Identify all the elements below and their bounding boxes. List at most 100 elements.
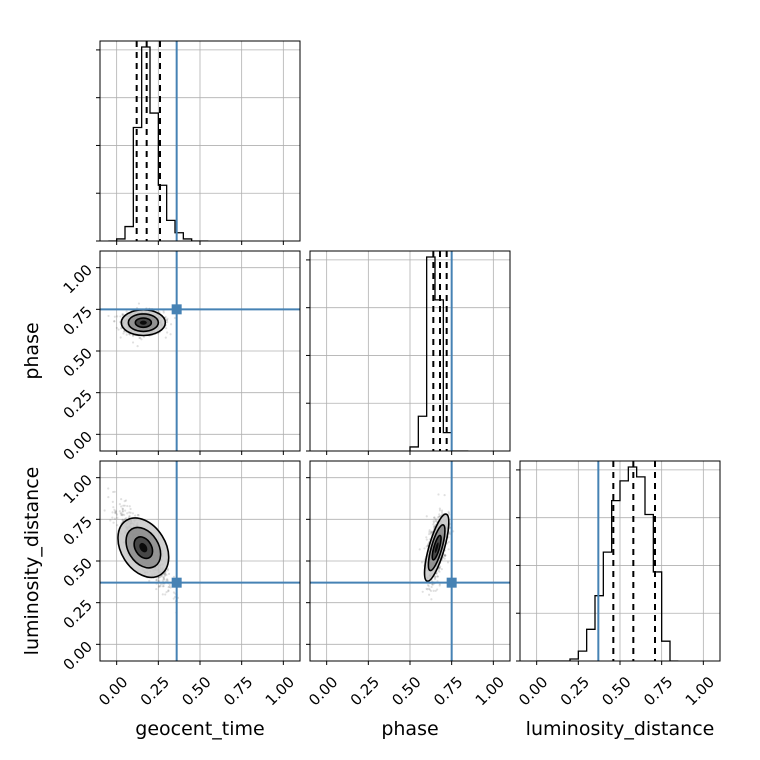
sample-point	[421, 590, 424, 593]
sample-point	[448, 513, 451, 516]
sample-point	[438, 584, 441, 587]
sample-point	[433, 525, 436, 528]
sample-point	[114, 510, 117, 513]
yaxis-label-phase: phase	[21, 322, 43, 379]
sample-point	[128, 514, 131, 517]
sample-point	[115, 326, 118, 330]
truth-marker	[171, 304, 182, 315]
xtick-label: 1.00	[472, 673, 508, 709]
sample-point	[111, 516, 114, 519]
sample-point	[111, 500, 114, 503]
sample-point	[148, 579, 151, 582]
scatter-cloud	[418, 493, 455, 601]
sample-point	[121, 314, 124, 317]
sample-point	[116, 516, 119, 519]
sample-point	[163, 578, 166, 581]
ytick-label: 0.75	[60, 513, 96, 549]
sample-point	[119, 336, 122, 339]
ytick-label: 1.00	[60, 261, 96, 297]
sample-point	[428, 529, 431, 532]
xtick-label: 0.00	[305, 673, 341, 709]
sample-point	[438, 570, 441, 573]
sample-point	[172, 597, 175, 600]
xtick-label: 1.00	[682, 673, 718, 709]
sample-point	[113, 508, 116, 511]
sample-point	[124, 499, 128, 502]
sample-point	[448, 531, 451, 534]
sample-point	[123, 500, 126, 503]
sample-point	[162, 585, 165, 588]
sample-point	[425, 545, 428, 548]
sample-point	[429, 532, 432, 535]
panel-geocent_time-vs-luminosity_distance: 0.000.250.500.751.000.00 0.25 0.50 0.75 1.00	[60, 460, 301, 709]
sample-point	[113, 517, 117, 520]
sample-point	[162, 573, 166, 576]
sample-point	[430, 531, 433, 535]
sample-point	[168, 583, 171, 586]
sample-point	[118, 503, 121, 506]
sample-point	[432, 589, 435, 593]
xtick-label: 0.75	[220, 673, 256, 709]
sample-point	[160, 575, 163, 578]
sample-point	[158, 584, 161, 588]
sample-point	[124, 509, 127, 512]
sample-point	[128, 511, 131, 514]
sample-point	[165, 591, 168, 594]
sample-point	[447, 548, 450, 551]
sample-point	[112, 521, 115, 524]
sample-point	[155, 587, 158, 591]
sample-point	[435, 519, 438, 523]
sample-point	[137, 514, 140, 517]
sample-point	[121, 518, 124, 521]
ytick-label: 0.00	[60, 428, 96, 464]
ytick-label: 1.00	[60, 471, 96, 507]
sample-point	[117, 328, 120, 331]
sample-point	[444, 554, 447, 557]
sample-point	[121, 509, 124, 512]
sample-point	[172, 575, 176, 578]
xaxis-label-phase: phase	[381, 718, 438, 740]
sample-point	[434, 589, 437, 592]
sample-point	[123, 330, 126, 333]
sample-point	[164, 573, 167, 576]
sample-point	[426, 583, 430, 587]
sample-point	[433, 516, 436, 519]
sample-point	[433, 525, 436, 528]
sample-point	[113, 315, 116, 318]
sample-point	[436, 588, 439, 591]
sample-point	[163, 572, 167, 575]
xtick-label: 1.00	[262, 673, 298, 709]
sample-point	[444, 554, 447, 557]
xtick-label: 0.25	[347, 673, 383, 709]
sample-point	[434, 517, 437, 521]
sample-point	[426, 588, 429, 591]
sample-point	[429, 589, 433, 593]
sample-point	[113, 490, 116, 493]
sample-point	[438, 509, 442, 512]
sample-point	[120, 498, 123, 501]
sample-point	[165, 327, 168, 330]
sample-point	[116, 315, 119, 318]
sample-point	[166, 331, 169, 334]
panel-frame	[99, 460, 301, 662]
sample-point	[172, 591, 176, 594]
sample-point	[140, 338, 143, 341]
panel-frame	[99, 250, 301, 452]
sample-point	[437, 569, 440, 572]
sample-point	[434, 575, 437, 578]
sample-point	[167, 590, 170, 593]
sample-point	[161, 593, 164, 596]
sample-point	[164, 572, 167, 575]
sample-point	[165, 573, 168, 577]
sample-point	[136, 345, 139, 348]
sample-point	[126, 504, 129, 508]
sample-point	[435, 572, 438, 575]
sample-point	[123, 330, 126, 333]
sample-point	[128, 505, 131, 508]
sample-point	[121, 514, 124, 517]
sample-point	[423, 547, 426, 550]
sample-point	[436, 516, 440, 519]
sample-point	[433, 578, 437, 581]
panel-frame	[309, 250, 511, 452]
sample-point	[167, 572, 171, 575]
